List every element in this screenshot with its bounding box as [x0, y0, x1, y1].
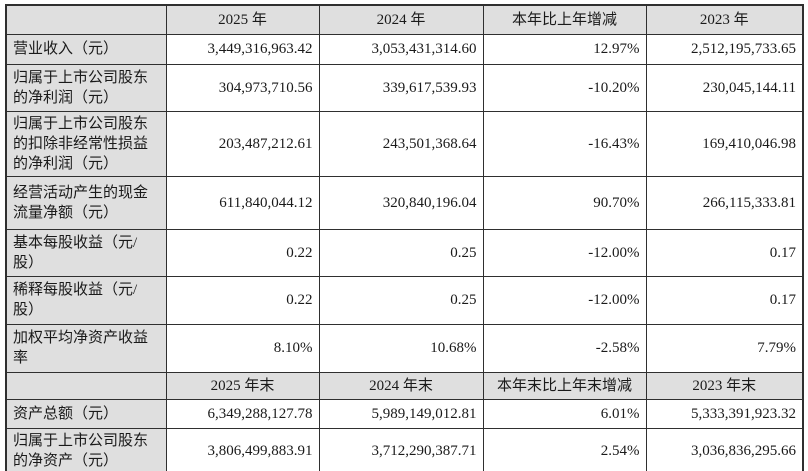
- value-2025: 3,449,316,963.42: [165, 33, 320, 65]
- value-2023: 0.17: [645, 275, 804, 325]
- value-2025: 6,349,288,127.78: [165, 398, 320, 429]
- value-change: -12.00%: [482, 275, 647, 325]
- value-2025: 0.22: [165, 275, 320, 325]
- header-blank-cell: [5, 371, 167, 400]
- table-row-net-profit: 归属于上市公司股东 的净利润（元） 304,973,710.56 339,617…: [5, 63, 804, 112]
- value-2025: 611,840,044.12: [165, 175, 320, 230]
- row-label: 基本每股收益（元/ 股）: [5, 228, 167, 277]
- table-row-revenue: 营业收入（元） 3,449,316,963.42 3,053,431,314.6…: [5, 33, 804, 65]
- header-2025-end: 2025 年末: [165, 371, 320, 400]
- header-blank-cell: [5, 4, 167, 35]
- value-2025: 304,973,710.56: [165, 63, 320, 112]
- value-2023: 169,410,046.98: [645, 110, 804, 177]
- financial-summary-table: 2025 年 2024 年 本年比上年增减 2023 年 营业收入（元） 3,4…: [5, 4, 804, 471]
- table-row-weighted-avg-roe: 加权平均净资产收益 率 8.10% 10.68% -2.58% 7.79%: [5, 323, 804, 373]
- value-2024: 3,712,290,387.71: [318, 427, 484, 471]
- value-2023: 2,512,195,733.65: [645, 33, 804, 65]
- header-yoy-change: 本年比上年增减: [482, 4, 647, 35]
- value-2023: 230,045,144.11: [645, 63, 804, 112]
- value-2023: 5,333,391,923.32: [645, 398, 804, 429]
- value-2025: 0.22: [165, 228, 320, 277]
- value-change: 2.54%: [482, 427, 647, 471]
- value-2024: 243,501,368.64: [318, 110, 484, 177]
- row-label: 经营活动产生的现金 流量净额（元）: [5, 175, 167, 230]
- value-change: -16.43%: [482, 110, 647, 177]
- header-2023-end: 2023 年末: [645, 371, 804, 400]
- row-label: 营业收入（元）: [5, 33, 167, 65]
- table-row-total-assets: 资产总额（元） 6,349,288,127.78 5,989,149,012.8…: [5, 398, 804, 429]
- value-2024: 0.25: [318, 275, 484, 325]
- header-2024: 2024 年: [318, 4, 484, 35]
- value-change: 90.70%: [482, 175, 647, 230]
- value-2024: 339,617,539.93: [318, 63, 484, 112]
- value-2024: 5,989,149,012.81: [318, 398, 484, 429]
- value-change: 6.01%: [482, 398, 647, 429]
- table-row-operating-cash-flow: 经营活动产生的现金 流量净额（元） 611,840,044.12 320,840…: [5, 175, 804, 230]
- value-change: -10.20%: [482, 63, 647, 112]
- table-header-row-period-end: 2025 年末 2024 年末 本年末比上年末增减 2023 年末: [5, 371, 804, 400]
- row-label: 稀释每股收益（元/ 股）: [5, 275, 167, 325]
- row-label: 资产总额（元）: [5, 398, 167, 429]
- row-label: 加权平均净资产收益 率: [5, 323, 167, 373]
- row-label: 归属于上市公司股东 的扣除非经常性损益 的净利润（元）: [5, 110, 167, 177]
- header-2025: 2025 年: [165, 4, 320, 35]
- value-change: -12.00%: [482, 228, 647, 277]
- value-2023: 3,036,836,295.66: [645, 427, 804, 471]
- value-change: 12.97%: [482, 33, 647, 65]
- value-2025: 3,806,499,883.91: [165, 427, 320, 471]
- value-2023: 266,115,333.81: [645, 175, 804, 230]
- table-row-basic-eps: 基本每股收益（元/ 股） 0.22 0.25 -12.00% 0.17: [5, 228, 804, 277]
- value-2023: 7.79%: [645, 323, 804, 373]
- value-2024: 0.25: [318, 228, 484, 277]
- header-end-yoy-change: 本年末比上年末增减: [482, 371, 647, 400]
- table-header-row-annual: 2025 年 2024 年 本年比上年增减 2023 年: [5, 4, 804, 35]
- table-row-diluted-eps: 稀释每股收益（元/ 股） 0.22 0.25 -12.00% 0.17: [5, 275, 804, 325]
- value-2024: 10.68%: [318, 323, 484, 373]
- value-2025: 203,487,212.61: [165, 110, 320, 177]
- value-change: -2.58%: [482, 323, 647, 373]
- value-2023: 0.17: [645, 228, 804, 277]
- row-label: 归属于上市公司股东 的净利润（元）: [5, 63, 167, 112]
- row-label: 归属于上市公司股东 的净资产（元）: [5, 427, 167, 471]
- value-2024: 320,840,196.04: [318, 175, 484, 230]
- table-row-net-profit-excl-nonrecurring: 归属于上市公司股东 的扣除非经常性损益 的净利润（元） 203,487,212.…: [5, 110, 804, 177]
- header-2023: 2023 年: [645, 4, 804, 35]
- value-2024: 3,053,431,314.60: [318, 33, 484, 65]
- table-row-net-assets: 归属于上市公司股东 的净资产（元） 3,806,499,883.91 3,712…: [5, 427, 804, 471]
- value-2025: 8.10%: [165, 323, 320, 373]
- header-2024-end: 2024 年末: [318, 371, 484, 400]
